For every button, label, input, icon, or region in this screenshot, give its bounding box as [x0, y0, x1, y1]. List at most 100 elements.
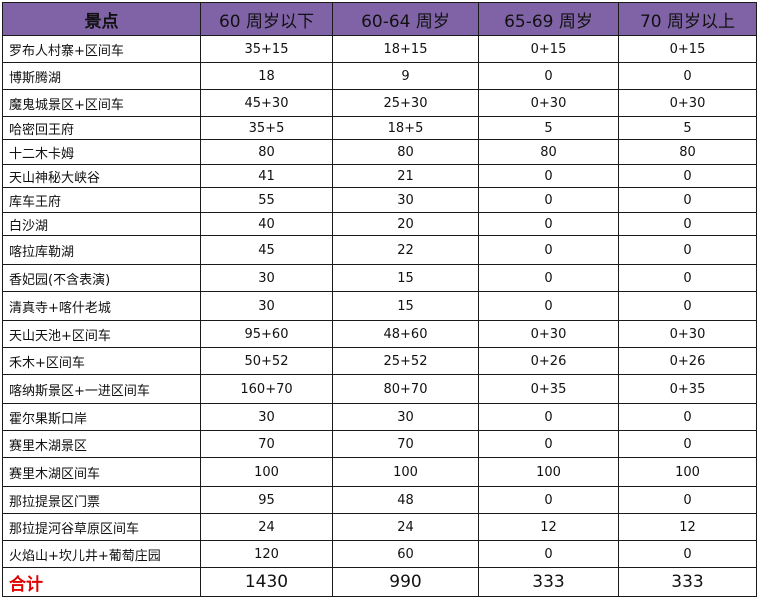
cell-65-69: 0: [478, 212, 619, 236]
cell-under-60: 80: [200, 139, 333, 165]
cell-65-69: 0: [478, 164, 619, 188]
cell-under-60: 50+52: [200, 347, 333, 375]
cell-name: 禾木+区间车: [2, 347, 201, 375]
cell-65-69: 12: [478, 513, 619, 541]
cell-65-69: 0: [478, 291, 619, 321]
cell-under-60: 18: [200, 62, 333, 90]
cell-over-70: 0: [618, 235, 757, 265]
table-row: 天山天池+区间车 95+60 48+60 0+30 0+30: [2, 320, 757, 348]
table-row: 罗布人村寨+区间车 35+15 18+15 0+15 0+15: [2, 35, 757, 63]
cell-name: 白沙湖: [2, 212, 201, 236]
cell-over-70: 0: [618, 486, 757, 514]
cell-under-60: 45: [200, 235, 333, 265]
cell-name: 十二木卡姆: [2, 139, 201, 165]
table-row: 那拉提河谷草原区间车 24 24 12 12: [2, 513, 757, 541]
cell-65-69: 0+15: [478, 35, 619, 63]
cell-name: 火焰山+坎儿井+葡萄庄园: [2, 540, 201, 568]
cell-over-70: 0+35: [618, 374, 757, 404]
header-cell-65-69: 65-69 周岁: [478, 2, 619, 36]
cell-60-64: 20: [332, 212, 479, 236]
cell-under-60: 95: [200, 486, 333, 514]
table-row: 喀拉库勒湖 45 22 0 0: [2, 235, 757, 265]
cell-under-60: 40: [200, 212, 333, 236]
cell-name: 那拉提河谷草原区间车: [2, 513, 201, 541]
cell-60-64: 80: [332, 139, 479, 165]
cell-60-64: 100: [332, 457, 479, 487]
cell-over-70: 0+15: [618, 35, 757, 63]
total-row: 合计 1430 990 333 333: [2, 567, 757, 597]
cell-over-70: 0+30: [618, 320, 757, 348]
cell-over-70: 0: [618, 164, 757, 188]
cell-under-60: 41: [200, 164, 333, 188]
cell-name: 天山天池+区间车: [2, 320, 201, 348]
cell-60-64: 25+30: [332, 89, 479, 117]
cell-60-64: 48: [332, 486, 479, 514]
total-label: 合计: [2, 567, 201, 597]
table-row: 清真寺+喀什老城 30 15 0 0: [2, 291, 757, 321]
cell-under-60: 70: [200, 430, 333, 458]
total-60-64: 990: [332, 567, 479, 597]
table-row: 赛里木湖景区 70 70 0 0: [2, 430, 757, 458]
cell-65-69: 0: [478, 187, 619, 213]
cell-name: 喀纳斯景区+一进区间车: [2, 374, 201, 404]
cell-under-60: 30: [200, 264, 333, 292]
cell-over-70: 0+26: [618, 347, 757, 375]
cell-over-70: 100: [618, 457, 757, 487]
cell-60-64: 18+15: [332, 35, 479, 63]
cell-65-69: 0: [478, 430, 619, 458]
table-body: 罗布人村寨+区间车 35+15 18+15 0+15 0+15 博斯腾湖 18 9 0 0 魔鬼城景…: [2, 35, 757, 597]
cell-60-64: 70: [332, 430, 479, 458]
cell-over-70: 0: [618, 62, 757, 90]
cell-65-69: 0+30: [478, 320, 619, 348]
table-row: 白沙湖 40 20 0 0: [2, 212, 757, 236]
cell-name: 清真寺+喀什老城: [2, 291, 201, 321]
header-cell-60-64: 60-64 周岁: [332, 2, 479, 36]
cell-over-70: 5: [618, 116, 757, 140]
cell-over-70: 0: [618, 403, 757, 431]
cell-60-64: 48+60: [332, 320, 479, 348]
cell-name: 赛里木湖区间车: [2, 457, 201, 487]
total-over-70: 333: [618, 567, 757, 597]
table-row: 库车王府 55 30 0 0: [2, 187, 757, 213]
table-row: 天山神秘大峡谷 41 21 0 0: [2, 164, 757, 188]
header-row: 景点 60 周岁以下 60-64 周岁 65-69 周岁 70 周岁以上: [2, 2, 757, 36]
table-row: 魔鬼城景区+区间车 45+30 25+30 0+30 0+30: [2, 89, 757, 117]
table-row: 博斯腾湖 18 9 0 0: [2, 62, 757, 90]
cell-under-60: 45+30: [200, 89, 333, 117]
header-cell-over-70: 70 周岁以上: [618, 2, 757, 36]
cell-name: 香妃园(不含表演): [2, 264, 201, 292]
cell-60-64: 30: [332, 187, 479, 213]
cell-under-60: 55: [200, 187, 333, 213]
cell-over-70: 0: [618, 187, 757, 213]
cell-name: 霍尔果斯口岸: [2, 403, 201, 431]
cell-65-69: 5: [478, 116, 619, 140]
cell-65-69: 0: [478, 486, 619, 514]
cell-name: 喀拉库勒湖: [2, 235, 201, 265]
cell-under-60: 30: [200, 291, 333, 321]
total-65-69: 333: [478, 567, 619, 597]
cell-60-64: 21: [332, 164, 479, 188]
cell-under-60: 35+15: [200, 35, 333, 63]
cell-over-70: 0: [618, 540, 757, 568]
header-cell-under-60: 60 周岁以下: [200, 2, 333, 36]
table-row: 那拉提景区门票 95 48 0 0: [2, 486, 757, 514]
cell-under-60: 100: [200, 457, 333, 487]
header-cell-attraction: 景点: [2, 2, 201, 36]
cell-60-64: 18+5: [332, 116, 479, 140]
cell-65-69: 0: [478, 540, 619, 568]
cell-65-69: 0+30: [478, 89, 619, 117]
cell-60-64: 9: [332, 62, 479, 90]
table-row: 霍尔果斯口岸 30 30 0 0: [2, 403, 757, 431]
cell-name: 赛里木湖景区: [2, 430, 201, 458]
cell-under-60: 30: [200, 403, 333, 431]
total-under-60: 1430: [200, 567, 333, 597]
cell-65-69: 0: [478, 403, 619, 431]
table-row: 香妃园(不含表演) 30 15 0 0: [2, 264, 757, 292]
cell-over-70: 12: [618, 513, 757, 541]
cell-name: 天山神秘大峡谷: [2, 164, 201, 188]
cell-over-70: 0: [618, 291, 757, 321]
table-row: 赛里木湖区间车 100 100 100 100: [2, 457, 757, 487]
cell-60-64: 60: [332, 540, 479, 568]
